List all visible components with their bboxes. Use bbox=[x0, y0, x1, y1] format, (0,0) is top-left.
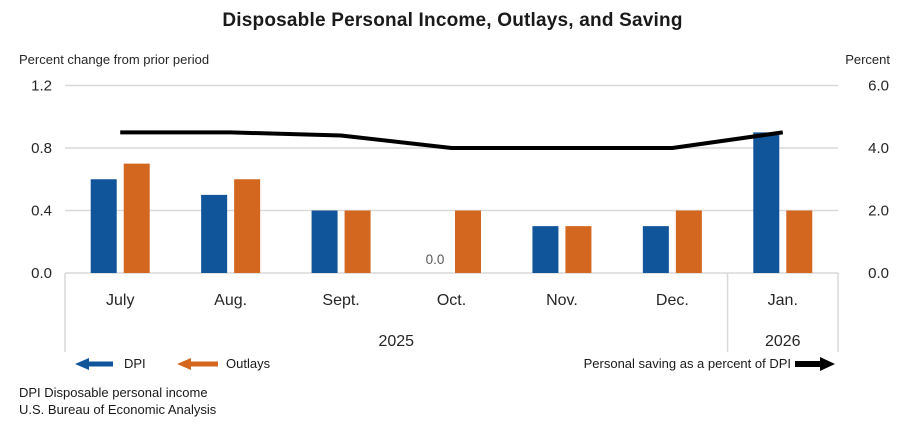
dpi-legend-arrow-icon bbox=[75, 358, 113, 370]
saving-legend-arrow-icon bbox=[795, 357, 835, 371]
bar-outlays-4 bbox=[565, 226, 592, 273]
right-axis-unit-label: Percent bbox=[845, 52, 890, 67]
left-axis-tick-label: 0.4 bbox=[31, 203, 52, 220]
saving-arrow-shape bbox=[795, 357, 835, 371]
legend-label-dpi: DPI bbox=[124, 356, 146, 371]
legend-label-saving-line: Personal saving as a percent of DPI bbox=[583, 356, 791, 371]
month-label-sept: Sept. bbox=[322, 292, 359, 309]
dpi-arrow-shape bbox=[75, 358, 113, 370]
footnote-source: U.S. Bureau of Economic Analysis bbox=[19, 402, 217, 417]
legend-label-outlays: Outlays bbox=[226, 356, 271, 371]
month-label-jan: Jan. bbox=[768, 292, 798, 309]
left-axis-tick-label: 0.0 bbox=[31, 265, 52, 282]
bar-outlays-6 bbox=[786, 210, 813, 273]
left-axis-unit-label: Percent change from prior period bbox=[19, 52, 210, 67]
month-label-july: July bbox=[106, 292, 134, 309]
bar-outlays-0 bbox=[123, 163, 150, 273]
footnotes: DPI Disposable personal income U.S. Bure… bbox=[19, 384, 216, 418]
bar-dpi-6 bbox=[753, 132, 780, 273]
left-axis-tick-label: 1.2 bbox=[31, 78, 52, 95]
bar-outlays-2 bbox=[344, 210, 371, 273]
saving-line bbox=[120, 130, 784, 150]
bar-outlays-5 bbox=[675, 210, 702, 273]
bar-outlays-3 bbox=[455, 210, 481, 273]
left-axis-tick-label: 0.8 bbox=[31, 140, 52, 157]
month-label-dec: Dec. bbox=[656, 292, 689, 309]
footnote-dpi-definition: DPI Disposable personal income bbox=[19, 385, 208, 400]
outlays-arrow-shape bbox=[177, 358, 218, 370]
month-label-oct: Oct. bbox=[437, 292, 466, 309]
year-label-2025: 2025 bbox=[378, 333, 414, 350]
right-axis-tick-label: 2.0 bbox=[868, 203, 889, 220]
chart-title: Disposable Personal Income, Outlays, and… bbox=[222, 10, 683, 31]
bar-dpi-0 bbox=[90, 179, 117, 273]
outlays-legend-arrow-icon bbox=[177, 358, 218, 370]
month-label-nov: Nov. bbox=[546, 292, 578, 309]
bar-outlays-1 bbox=[234, 179, 261, 273]
bar-dpi-5 bbox=[642, 226, 669, 273]
right-axis-tick-label: 0.0 bbox=[868, 265, 889, 282]
right-axis-tick-label: 6.0 bbox=[868, 78, 889, 95]
month-label-aug: Aug. bbox=[214, 292, 247, 309]
year-label-2026: 2026 bbox=[765, 333, 801, 350]
bar-dpi-1 bbox=[201, 194, 228, 273]
zero-data-label: 0.0 bbox=[426, 252, 445, 267]
bar-dpi-2 bbox=[311, 210, 338, 273]
right-axis-tick-label: 4.0 bbox=[868, 140, 889, 157]
bar-dpi-4 bbox=[532, 226, 559, 273]
